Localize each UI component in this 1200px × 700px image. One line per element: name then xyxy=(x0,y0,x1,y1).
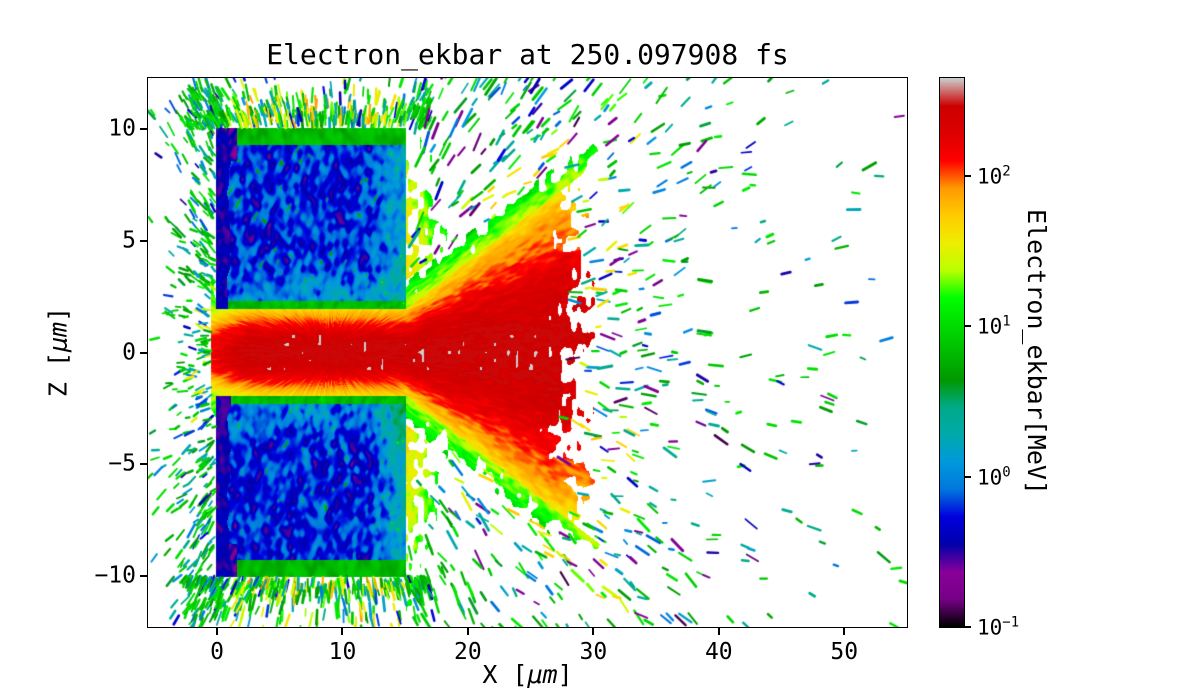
colorbar-tick-label: 102 xyxy=(977,163,1011,189)
y-tick-label: 0 xyxy=(122,339,136,365)
colorbar-tick-label: 101 xyxy=(977,313,1011,339)
plot-title: Electron_ekbar at 250.097908 fs xyxy=(266,38,789,71)
x-tick-label: 40 xyxy=(704,639,733,665)
x-tick xyxy=(843,627,846,635)
x-tick-label: 0 xyxy=(210,639,224,665)
colorbar-label: Electron_ekbar[MeV] xyxy=(1022,209,1051,495)
colorbar-tick xyxy=(964,626,971,628)
y-tick-label: 5 xyxy=(122,227,136,254)
colorbar-tick xyxy=(964,175,971,178)
y-tick xyxy=(140,239,148,242)
y-tick xyxy=(140,351,148,354)
x-tick-label: 30 xyxy=(579,639,608,665)
y-axis-label-suffix: ] xyxy=(43,306,73,322)
colorbar-tick xyxy=(964,475,971,478)
colorbar xyxy=(940,78,964,627)
x-tick xyxy=(717,627,720,635)
colorbar-canvas xyxy=(940,78,964,627)
x-axis-unit: μm xyxy=(527,660,558,689)
colorbar-tick xyxy=(964,325,971,328)
colorbar-tick-label: 10−1 xyxy=(977,614,1020,640)
x-tick-label: 50 xyxy=(830,639,859,665)
x-tick xyxy=(216,627,218,635)
x-axis-label-prefix: X [ xyxy=(482,660,528,689)
x-tick xyxy=(341,627,344,635)
x-axis-label: X [μm] xyxy=(148,660,907,689)
y-tick xyxy=(140,574,148,577)
heatmap-canvas xyxy=(148,78,907,627)
y-tick-label: 10 xyxy=(108,115,136,142)
x-tick xyxy=(466,627,469,635)
x-tick xyxy=(592,627,595,635)
y-tick-label: −10 xyxy=(94,562,136,589)
plot-area xyxy=(148,78,907,627)
y-tick xyxy=(140,463,148,466)
colorbar-tick-label: 100 xyxy=(977,464,1011,490)
y-tick xyxy=(140,128,148,131)
x-axis-label-suffix: ] xyxy=(557,660,573,689)
y-tick-label: −5 xyxy=(108,450,136,477)
x-tick-label: 20 xyxy=(454,639,482,665)
x-tick-label: 10 xyxy=(328,639,357,665)
